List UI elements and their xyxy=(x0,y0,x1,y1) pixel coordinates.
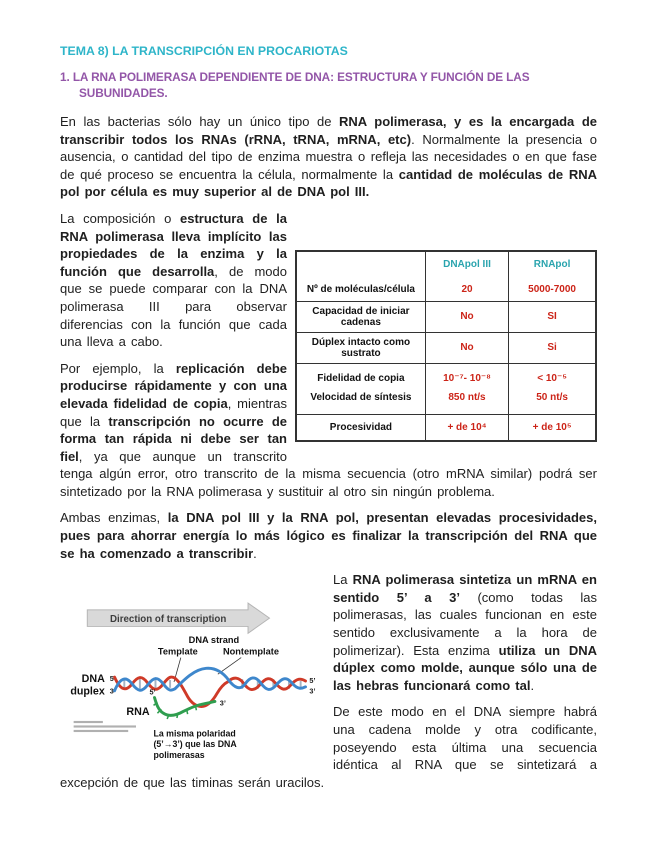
row-value-rnapol: < 10⁻⁵ xyxy=(508,363,596,386)
transcription-diagram: Direction of transcription DNA strand Te… xyxy=(70,602,316,760)
table-section: DNApol III RNApol Nº de moléculas/célula… xyxy=(60,210,597,501)
row-label: Dúplex intacto como sustrato xyxy=(296,332,426,364)
text-segment: transcripción no ocurre de forma tan ráp… xyxy=(60,413,287,464)
nontemplate-label: Nontemplate xyxy=(223,647,279,657)
row-value-dnapol: + de 10⁴ xyxy=(424,414,509,441)
row-value-dnapol: No xyxy=(424,332,509,364)
row-value-rnapol: SI xyxy=(508,301,596,333)
dna-label: DNA xyxy=(82,673,105,685)
column-header-rnapol: RNApol xyxy=(508,250,596,284)
rna-label: RNA xyxy=(126,706,149,718)
page-title: TEMA 8) LA TRANSCRIPCIÓN EN PROCARIOTAS xyxy=(60,44,348,58)
paragraph-template-strand: De este modo en el DNA siempre habrá una… xyxy=(60,703,597,791)
table-row: Fidelidad de copia 10⁻⁷- 10⁻⁸ < 10⁻⁵ xyxy=(296,363,596,386)
row-label: Procesividad xyxy=(329,421,393,433)
figure-caption-line2: (5’→3’) que las DNA xyxy=(154,740,238,750)
text-segment: , ya que aunque un transcrito tenga algú… xyxy=(60,448,597,499)
table-row: Dúplex intacto como sustrato No Si xyxy=(296,332,596,364)
text-segment: , mientras que la xyxy=(60,395,287,429)
table-row: Capacidad de iniciar cadenas No SI xyxy=(296,301,596,333)
text-segment: De este modo en el DNA siempre habrá una… xyxy=(60,704,597,790)
figure-caption-line3: polimerasas xyxy=(154,750,205,760)
comparison-table-wrapper: DNApol III RNApol Nº de moléculas/célula… xyxy=(295,249,597,442)
paragraph-intro: En las bacterias sólo hay un único tipo … xyxy=(60,113,597,201)
text-segment: (como todas las polimerasas, las cuales … xyxy=(333,589,597,658)
text-segment: . Normalmente la presencia o ausencia, o… xyxy=(60,131,597,182)
direction-arrow-icon: Direction of transcription xyxy=(86,602,271,635)
row-label: Velocidad de síntesis xyxy=(296,385,426,415)
figure-caption-line1: La misma polaridad xyxy=(154,729,236,739)
table-row: Velocidad de síntesis 850 nt/s 50 nt/s xyxy=(296,385,596,415)
paragraph-composition: La composición o estructura de la RNA po… xyxy=(60,210,597,351)
dna-strand-label: DNA strand xyxy=(189,635,240,645)
text-segment: . xyxy=(253,545,257,561)
row-label: Nº de moléculas/célula xyxy=(296,283,426,302)
row-value-dnapol: No xyxy=(424,301,509,333)
rna-nucleotide-ticks xyxy=(153,702,198,720)
paragraph-both-enzymes: Ambas enzimas, la DNA pol III y la RNA p… xyxy=(60,509,597,562)
text-segment: Por ejemplo, la xyxy=(60,360,176,376)
row-value-dnapol: 20 xyxy=(424,283,509,302)
text-segment: cantidad de moléculas de RNA pol por cél… xyxy=(60,166,597,200)
paragraph-example: Por ejemplo, la replicación debe produci… xyxy=(60,360,597,501)
comparison-table-body: Nº de moléculas/célula 20 5000-7000 Capacid… xyxy=(296,283,596,441)
text-segment: utiliza un DNA dúplex como molde, aunque… xyxy=(333,642,597,693)
paragraph-synthesis: La RNA polimerasa sintetiza un mRNA en s… xyxy=(60,571,597,694)
transcription-figure: Direction of transcription DNA strand Te… xyxy=(60,597,325,765)
template-label: Template xyxy=(158,647,198,657)
column-header-empty xyxy=(296,251,425,284)
column-header-dnapol: DNApol III xyxy=(424,250,509,284)
figure-caption: La misma polaridad (5’→3’) que las DNA p… xyxy=(154,729,238,760)
row-value-rnapol: + de 10⁵ xyxy=(508,414,596,441)
rna-3prime-label: 3’ xyxy=(220,699,226,708)
direction-arrow-label: Direction of transcription xyxy=(110,614,226,625)
right-5prime-label: 5’ xyxy=(309,676,315,685)
duplex-label: duplex xyxy=(70,686,105,698)
row-value-dnapol: 10⁻⁷- 10⁻⁸ xyxy=(424,363,509,386)
text-segment: La composición o xyxy=(60,210,181,226)
text-segment: estructura de la RNA polimerasa lleva im… xyxy=(60,210,287,279)
text-segment: RNA polimerasa, y es la encargada de tra… xyxy=(60,114,598,147)
left-5prime-label: 5’ xyxy=(110,674,116,683)
rna-5prime-label: 5’ xyxy=(150,688,156,697)
right-3prime-label: 3’ xyxy=(309,687,315,696)
left-3prime-label: 3’ xyxy=(110,687,116,696)
row-value-dnapol: 850 nt/s xyxy=(424,385,509,415)
text-segment: replicación debe producirse rápidamente … xyxy=(60,360,288,411)
text-segment: Ambas enzimas, xyxy=(60,510,168,526)
table-row: Nº de moléculas/célula 20 5000-7000 xyxy=(296,283,596,302)
text-segment: RNA polimerasa sintetiza un mRNA en sent… xyxy=(333,572,597,605)
row-value-rnapol: Si xyxy=(508,332,596,364)
section-heading: 1. LA RNA POLIMERASA DEPENDIENTE DE DNA:… xyxy=(60,70,530,100)
comparison-table: DNApol III RNApol Nº de moléculas/célula… xyxy=(295,249,597,442)
text-segment: , de modo que se puede comparar con la D… xyxy=(60,263,287,350)
nontemplate-strand-path xyxy=(113,667,307,693)
row-value-rnapol: 5000-7000 xyxy=(508,283,596,302)
row-label: Fidelidad de copia xyxy=(317,372,405,384)
text-segment: la DNA pol III y la RNA pol, presentan e… xyxy=(60,510,598,561)
figure-attribution xyxy=(73,721,136,733)
table-header-row: DNApol III RNApol xyxy=(296,250,596,284)
text-segment: La xyxy=(333,572,353,588)
text-segment: . xyxy=(530,677,535,693)
row-value-rnapol: 50 nt/s xyxy=(508,385,596,415)
text-segment: En las bacterias sólo hay un único tipo … xyxy=(60,114,340,129)
figure-section: Direction of transcription DNA strand Te… xyxy=(60,571,597,791)
row-label: Capacidad de iniciar cadenas xyxy=(296,301,426,333)
table-row: Procesividad + de 10⁴ + de 10⁵ xyxy=(296,414,596,441)
